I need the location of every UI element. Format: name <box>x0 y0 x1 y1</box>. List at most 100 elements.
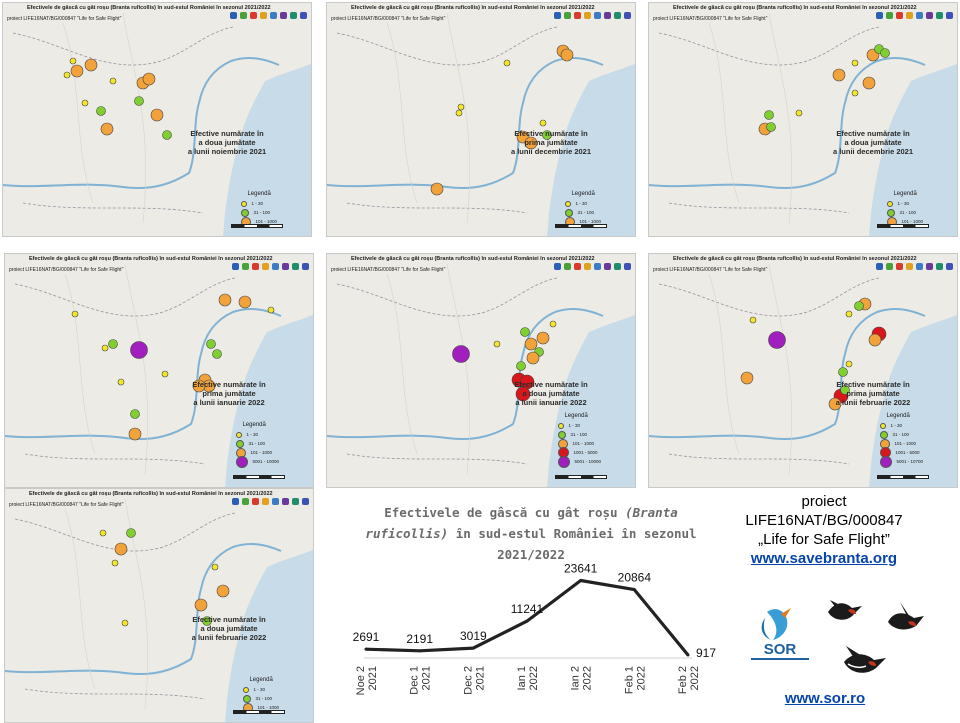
goose-count-marker[interactable] <box>516 361 526 371</box>
goose-count-marker[interactable] <box>526 351 540 365</box>
goose-count-marker[interactable] <box>542 130 552 140</box>
goose-count-marker[interactable] <box>206 339 216 349</box>
map-caption-line: Efective numărate în <box>836 380 910 389</box>
goose-count-marker[interactable] <box>851 89 859 97</box>
chart-x-tick-line: 2022 <box>635 666 647 690</box>
goose-count-marker[interactable] <box>121 619 129 627</box>
goose-count-marker[interactable] <box>108 339 118 349</box>
black-sea <box>869 63 957 236</box>
legend-marker-icon <box>880 422 887 429</box>
goose-count-marker[interactable] <box>549 320 557 328</box>
chart-data-label: 23641 <box>564 561 598 575</box>
goose-count-marker[interactable] <box>524 337 538 351</box>
chart-x-tick-line: Noe 2 <box>355 666 367 695</box>
goose-count-marker[interactable] <box>142 72 156 86</box>
partner-logo-icon <box>906 12 913 19</box>
goose-count-marker[interactable] <box>868 333 882 347</box>
goose-count-marker[interactable] <box>838 367 848 377</box>
goose-count-marker[interactable] <box>832 68 846 82</box>
goose-count-marker[interactable] <box>128 427 142 441</box>
goose-count-marker[interactable] <box>520 327 530 337</box>
goose-count-marker[interactable] <box>740 371 754 385</box>
goose-count-marker[interactable] <box>99 529 107 537</box>
goose-count-marker[interactable] <box>862 76 876 90</box>
partner-logo-icon <box>564 12 571 19</box>
goose-count-marker[interactable] <box>63 71 71 79</box>
scale-bar <box>233 475 285 479</box>
partner-logo-icon <box>242 498 249 505</box>
goose-count-marker[interactable] <box>749 316 757 324</box>
map-subtitle: proiect LIFE16NAT/BG/000847 "Life for Sa… <box>9 502 124 508</box>
danube-river <box>5 308 282 440</box>
goose-count-marker[interactable] <box>536 331 550 345</box>
goose-count-marker[interactable] <box>524 136 538 150</box>
goose-count-marker[interactable] <box>81 99 89 107</box>
goose-count-marker[interactable] <box>71 310 79 318</box>
goose-count-marker[interactable] <box>845 310 853 318</box>
map-subtitle: proiect LIFE16NAT/BG/000847 "Life for Sa… <box>331 16 446 22</box>
goose-count-marker[interactable] <box>130 409 140 419</box>
chart-data-label: 20864 <box>618 571 652 585</box>
goose-count-marker[interactable] <box>130 341 148 359</box>
goose-count-marker[interactable] <box>84 58 98 72</box>
partner-logo-icon <box>564 263 571 270</box>
goose-count-marker[interactable] <box>455 109 463 117</box>
goose-count-marker[interactable] <box>202 616 212 626</box>
goose-count-marker[interactable] <box>764 110 774 120</box>
chart-point <box>364 647 368 651</box>
goose-count-marker[interactable] <box>70 64 84 78</box>
goose-count-marker[interactable] <box>768 331 786 349</box>
goose-count-marker[interactable] <box>560 48 574 62</box>
goose-count-marker[interactable] <box>134 96 144 106</box>
goose-count-marker[interactable] <box>211 563 219 571</box>
danube-river <box>649 57 926 189</box>
goose-count-marker[interactable] <box>150 108 164 122</box>
savebranta-link[interactable]: www.savebranta.org <box>750 550 898 567</box>
goose-count-marker[interactable] <box>828 397 842 411</box>
goose-count-marker[interactable] <box>840 385 850 395</box>
goose-count-marker[interactable] <box>216 584 230 598</box>
partner-logo-icon <box>292 263 299 270</box>
goose-count-marker[interactable] <box>109 77 117 85</box>
partner-logo-icon <box>250 12 257 19</box>
goose-count-marker[interactable] <box>218 293 232 307</box>
goose-count-marker[interactable] <box>96 106 106 116</box>
legend-label: 31 - 100 <box>255 696 272 701</box>
legend-title: Legendă <box>571 191 595 197</box>
chart-data-label: 2691 <box>353 630 380 644</box>
goose-count-marker[interactable] <box>238 295 252 309</box>
goose-count-marker[interactable] <box>845 360 853 368</box>
goose-count-marker[interactable] <box>114 542 128 556</box>
goose-count-marker[interactable] <box>457 103 465 111</box>
partner-logo-icon <box>232 498 239 505</box>
goose-count-marker[interactable] <box>267 306 275 314</box>
goose-count-marker[interactable] <box>162 130 172 140</box>
goose-count-marker[interactable] <box>493 340 501 348</box>
goose-count-marker[interactable] <box>503 59 511 67</box>
goose-count-marker[interactable] <box>192 379 206 393</box>
sor-website-link[interactable]: www.sor.ro <box>784 690 866 707</box>
goose-count-marker[interactable] <box>161 370 169 378</box>
goose-count-marker[interactable] <box>430 182 444 196</box>
project-label: proiect <box>801 493 847 510</box>
goose-count-marker[interactable] <box>111 559 119 567</box>
goose-count-marker[interactable] <box>854 301 864 311</box>
goose-count-marker[interactable] <box>851 59 859 67</box>
partner-logo-icon <box>242 263 249 270</box>
goose-count-marker[interactable] <box>126 528 136 538</box>
goose-count-marker[interactable] <box>539 119 547 127</box>
goose-count-marker[interactable] <box>515 386 531 402</box>
goose-count-marker[interactable] <box>69 57 77 65</box>
goose-count-marker[interactable] <box>194 598 208 612</box>
goose-count-marker[interactable] <box>452 345 470 363</box>
goose-count-marker[interactable] <box>117 378 125 386</box>
goose-count-marker[interactable] <box>766 122 776 132</box>
goose-count-marker[interactable] <box>795 109 803 117</box>
goose-count-marker[interactable] <box>880 48 890 58</box>
goose-count-marker[interactable] <box>100 122 114 136</box>
partner-logo-icon <box>232 263 239 270</box>
chart-data-label: 3019 <box>460 629 487 643</box>
goose-count-marker[interactable] <box>212 349 222 359</box>
chart-x-tick-line: 2021 <box>367 666 379 690</box>
goose-count-marker[interactable] <box>101 344 109 352</box>
